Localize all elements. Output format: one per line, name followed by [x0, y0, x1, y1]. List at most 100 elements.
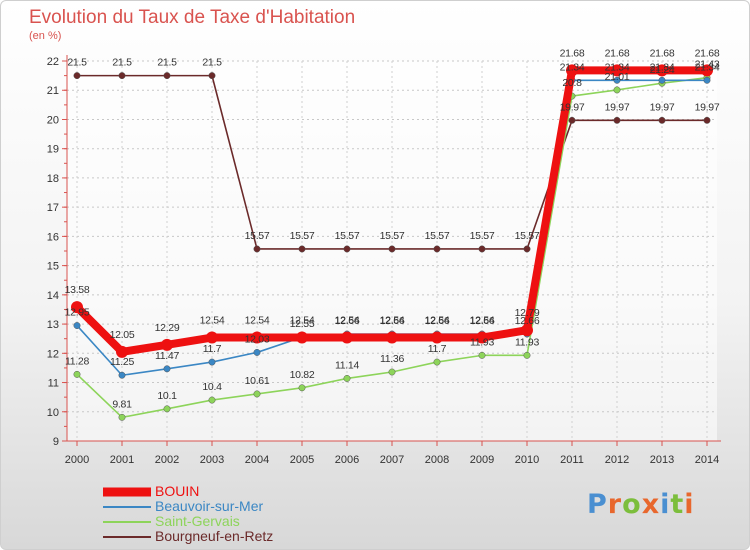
data-label-beauvoir-sur-mer: 12.55: [290, 318, 315, 330]
data-label-saint-gervais: 10.82: [290, 369, 315, 381]
data-label-beauvoir-sur-mer: 21.34: [560, 61, 585, 73]
data-point-bourgneuf-en-retz: [253, 245, 261, 253]
data-label-bouin: 12.54: [245, 315, 270, 327]
data-label-bourgneuf-en-retz: 21.5: [67, 57, 87, 69]
data-point-bourgneuf-en-retz: [568, 116, 576, 124]
data-point-bourgneuf-en-retz: [118, 72, 126, 80]
legend-item-bourgneuf[interactable]: Bourgneuf-en-Retz: [101, 528, 361, 545]
data-point-saint-gervais: [343, 374, 351, 382]
data-point-saint-gervais: [118, 413, 126, 421]
logo-letter: i: [684, 489, 695, 520]
data-label-bouin: 12.29: [155, 322, 180, 334]
data-point-beauvoir-sur-mer: [253, 348, 261, 356]
data-point-bourgneuf-en-retz: [523, 245, 531, 253]
y-tick-label: 17: [47, 202, 59, 214]
x-tick-label: 2000: [65, 454, 89, 466]
logo-letter: x: [641, 489, 661, 520]
data-label-saint-gervais: 21.01: [605, 71, 630, 83]
data-label-beauvoir-sur-mer: 21.34: [695, 61, 720, 73]
legend-label-saint-gervais: Saint-Gervais: [155, 513, 240, 529]
data-label-bouin: 12.54: [380, 315, 405, 327]
data-label-bouin: 12.54: [290, 315, 315, 327]
data-label-bourgneuf-en-retz: 19.97: [605, 101, 630, 113]
data-point-bourgneuf-en-retz: [73, 72, 81, 80]
data-label-saint-gervais: 21.24: [650, 64, 675, 76]
data-label-beauvoir-sur-mer: 12.95: [65, 307, 90, 319]
data-label-saint-gervais: 11.7: [428, 343, 447, 355]
x-tick-label: 2007: [380, 454, 404, 466]
legend-item-beauvoir[interactable]: Beauvoir-sur-Mer: [101, 498, 361, 515]
data-label-saint-gervais: 9.81: [112, 398, 132, 410]
y-tick-label: 12: [47, 348, 59, 360]
data-point-saint-gervais: [433, 358, 441, 366]
data-label-bourgneuf-en-retz: 21.5: [112, 57, 132, 69]
x-tick-label: 2002: [155, 454, 179, 466]
data-point-bouin: [476, 331, 488, 344]
data-point-bouin: [611, 64, 623, 77]
data-label-bourgneuf-en-retz: 15.57: [515, 230, 540, 242]
data-point-bouin: [161, 338, 173, 351]
data-point-beauvoir-sur-mer: [118, 371, 126, 379]
data-label-beauvoir-sur-mer: 12.66: [335, 315, 360, 327]
data-label-bourgneuf-en-retz: 21.5: [157, 57, 177, 69]
x-tick-label: 2012: [605, 454, 629, 466]
data-label-bourgneuf-en-retz: 19.97: [695, 101, 720, 113]
data-point-bouin: [386, 331, 398, 344]
data-point-bouin: [206, 331, 218, 344]
data-label-bourgneuf-en-retz: 15.57: [290, 230, 315, 242]
data-label-saint-gervais: 21.43: [695, 59, 720, 71]
y-tick-label: 15: [47, 261, 59, 273]
data-label-beauvoir-sur-mer: 21.34: [650, 61, 675, 73]
x-tick-label: 2009: [470, 454, 494, 466]
data-label-beauvoir-sur-mer: 11.47: [155, 350, 179, 362]
data-point-bourgneuf-en-retz: [343, 245, 351, 253]
legend-item-bouin[interactable]: BOUIN: [101, 483, 361, 500]
data-label-bouin: 12.05: [110, 329, 135, 341]
y-tick-label: 13: [47, 319, 59, 331]
data-label-beauvoir-sur-mer: 11.7: [203, 343, 222, 355]
legend-swatch-beauvoir: [103, 506, 151, 508]
y-tick-label: 14: [47, 290, 59, 302]
data-point-bouin: [296, 331, 308, 344]
data-point-beauvoir-sur-mer: [658, 76, 666, 84]
data-point-bouin: [251, 331, 263, 344]
y-tick-label: 22: [47, 56, 59, 68]
data-label-beauvoir-sur-mer: 12.66: [515, 315, 540, 327]
data-point-saint-gervais: [208, 396, 216, 404]
legend-item-saint-gervais[interactable]: Saint-Gervais: [101, 513, 361, 530]
data-label-bouin: 12.79: [515, 307, 540, 319]
legend-label-beauvoir: Beauvoir-sur-Mer: [155, 498, 264, 514]
legend-swatch-bouin: [103, 487, 151, 497]
data-label-bourgneuf-en-retz: 15.57: [380, 230, 405, 242]
data-point-saint-gervais: [613, 86, 621, 94]
data-point-beauvoir-sur-mer: [73, 322, 81, 329]
data-point-saint-gervais: [73, 370, 81, 378]
data-label-bouin: 21.68: [605, 47, 630, 59]
data-label-beauvoir-sur-mer: 11.25: [110, 356, 134, 368]
data-point-bouin: [656, 64, 668, 77]
data-point-bouin: [71, 301, 83, 314]
logo-letter: i: [660, 489, 671, 520]
data-label-beauvoir-sur-mer: 12.66: [425, 315, 450, 327]
data-point-bourgneuf-en-retz: [388, 245, 396, 253]
x-tick-label: 2010: [515, 454, 539, 466]
data-point-saint-gervais: [253, 390, 261, 398]
data-label-bouin: 12.54: [335, 315, 360, 327]
legend-label-bouin: BOUIN: [155, 483, 200, 499]
data-point-bourgneuf-en-retz: [478, 245, 486, 253]
data-label-beauvoir-sur-mer: 12.66: [380, 315, 405, 327]
data-label-bourgneuf-en-retz: 15.57: [470, 230, 495, 242]
data-label-bouin: 12.54: [470, 315, 495, 327]
logo-letter: P: [587, 489, 608, 520]
data-label-bourgneuf-en-retz: 15.57: [245, 230, 270, 242]
y-tick-label: 19: [47, 144, 59, 156]
data-point-bourgneuf-en-retz: [163, 72, 171, 80]
data-label-bourgneuf-en-retz: 15.57: [335, 230, 360, 242]
data-label-saint-gervais: 10.61: [245, 375, 270, 387]
data-label-bouin: 12.54: [200, 315, 225, 327]
x-tick-label: 2001: [110, 454, 134, 466]
x-tick-label: 2008: [425, 454, 449, 466]
y-tick-label: 16: [47, 231, 59, 243]
data-point-bouin: [431, 331, 443, 344]
